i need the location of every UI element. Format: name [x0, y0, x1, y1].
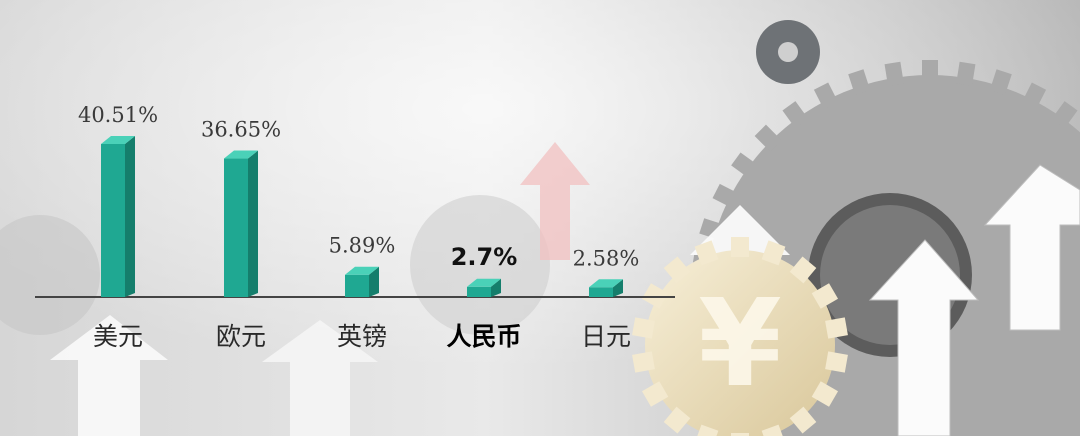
bar-side — [248, 151, 258, 297]
bar — [224, 159, 248, 297]
bar — [345, 275, 369, 297]
value-label: 40.51% — [78, 103, 158, 127]
bar-group: 40.51% 美元 — [78, 103, 158, 351]
category-label: 人民币 — [446, 322, 521, 351]
category-label: 欧元 — [216, 322, 266, 351]
bar-side — [125, 136, 135, 297]
value-label: 5.89% — [329, 234, 396, 258]
value-label: 2.7% — [451, 243, 518, 271]
category-label: 美元 — [93, 322, 143, 351]
bar — [101, 144, 125, 297]
bar-group: 5.89% 英镑 — [329, 234, 396, 351]
value-label: 2.58% — [573, 246, 640, 270]
category-label: 日元 — [581, 322, 631, 351]
bar — [589, 287, 613, 297]
bar — [467, 287, 491, 297]
value-label: 36.65% — [201, 118, 281, 142]
category-label: 英镑 — [337, 322, 387, 351]
bar-group: 2.58% 日元 — [573, 246, 640, 351]
bar-group: 36.65% 欧元 — [201, 118, 281, 351]
